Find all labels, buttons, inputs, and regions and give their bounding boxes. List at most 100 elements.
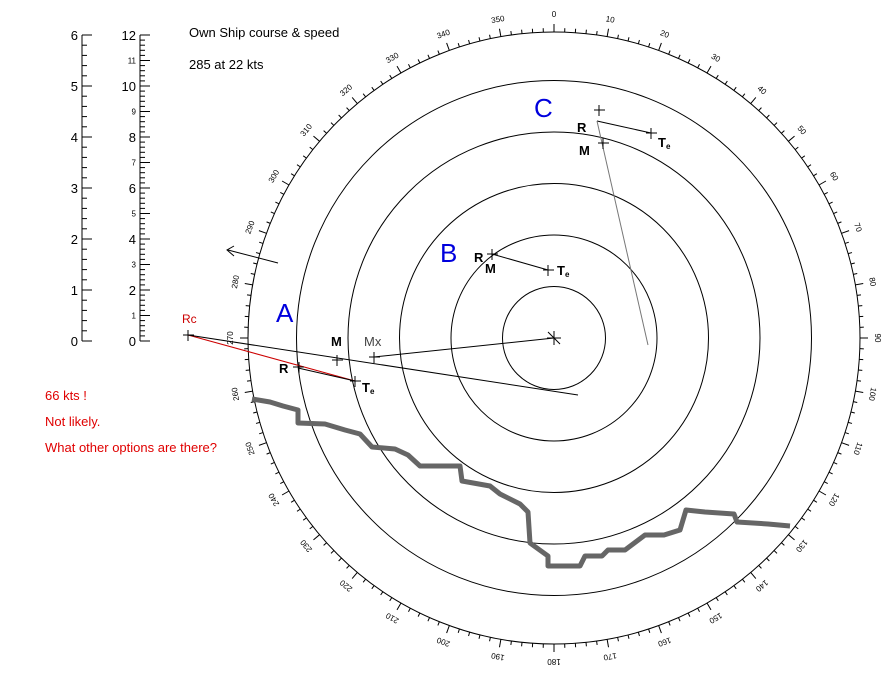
heading-arrowhead: [226, 245, 235, 257]
range-rings: [296, 80, 812, 596]
bearing-tick: [706, 65, 712, 74]
scale-label: 3: [71, 181, 78, 196]
bearing-label: 160: [656, 635, 672, 648]
bearing-tick: [648, 43, 651, 48]
bearing-tick: [828, 201, 833, 205]
scale-label-minor: 5: [132, 210, 137, 219]
bearing-tick: [750, 572, 757, 579]
bearing-tick: [818, 490, 827, 496]
te-line-a: [297, 367, 356, 382]
label-a-mx: Mx: [364, 334, 382, 349]
label-a-te: Te: [362, 380, 375, 396]
bearing-tick: [389, 597, 393, 602]
bearing-tick: [837, 452, 842, 455]
label-c-r: R: [577, 120, 587, 135]
scale-label-minor: 3: [132, 261, 137, 270]
bearing-tick: [478, 634, 481, 639]
bearing-tick: [678, 617, 681, 622]
bearing-label: 70: [852, 222, 864, 234]
bearing-tick: [296, 508, 301, 512]
bearing-tick: [828, 471, 833, 475]
bearing-tick: [351, 572, 358, 579]
bearing-label: 210: [384, 611, 401, 626]
bearing-tick: [807, 508, 812, 512]
bearing-tick: [856, 380, 862, 382]
bearing-tick: [813, 173, 818, 177]
bearing-tick: [818, 180, 827, 186]
bearing-tick: [246, 294, 252, 296]
bearing-tick: [668, 621, 671, 626]
bearing-tick: [478, 37, 481, 42]
bearing-tick: [788, 135, 795, 142]
bearing-tick: [338, 114, 342, 119]
bearing-tick: [855, 282, 864, 286]
bearing-label: 170: [602, 651, 617, 662]
bearing-tick: [259, 241, 264, 244]
range-ring-2: [450, 234, 658, 442]
bearing-tick: [750, 97, 757, 104]
te-line-b: [491, 253, 549, 271]
scale-label: 1: [71, 283, 78, 298]
bearing-label: 330: [384, 50, 401, 65]
bearing-tick: [489, 34, 491, 39]
bearing-label: 300: [267, 168, 282, 185]
scale-label-minor: 11: [128, 57, 137, 66]
bearing-label: 0: [552, 10, 557, 19]
bearing-tick: [733, 86, 737, 91]
bearing-tick: [309, 525, 314, 530]
bearing-tick: [706, 602, 712, 611]
bearing-tick: [323, 130, 327, 134]
note-2: Not likely.: [45, 414, 100, 429]
bearing-tick: [841, 442, 850, 446]
scale-label: 6: [71, 28, 78, 43]
bearing-label: 180: [547, 657, 561, 666]
bearing-tick: [606, 639, 610, 648]
bearing-tick: [794, 146, 799, 151]
bearing-tick: [766, 114, 770, 119]
bearing-tick: [807, 164, 812, 168]
bearing-tick: [813, 499, 818, 503]
bearing-tick: [259, 432, 264, 435]
bearing-tick: [853, 401, 858, 403]
bearing-tick: [446, 625, 450, 634]
bearing-label: 290: [244, 219, 257, 235]
bearing-tick: [290, 173, 295, 177]
bearing-tick: [275, 201, 280, 205]
bearing-tick: [510, 640, 512, 646]
bearing-tick: [330, 550, 335, 554]
scale-label: 2: [129, 283, 136, 298]
bearing-tick: [617, 34, 619, 39]
bearing-tick: [715, 74, 719, 79]
bearing-tick: [715, 597, 719, 602]
bearing-tick: [244, 282, 253, 286]
note-3: What other options are there?: [45, 440, 217, 455]
label-b-te: Te: [557, 263, 570, 279]
range-ring-4: [347, 131, 761, 545]
bearing-tick: [275, 471, 280, 475]
scale-label: 2: [71, 232, 78, 247]
bearing-tick: [833, 462, 838, 465]
bearing-tick: [313, 135, 320, 142]
scale-label-minor: 9: [132, 108, 137, 117]
bearing-tick: [380, 80, 384, 85]
bearing-tick: [302, 155, 307, 159]
course-speed: 285 at 22 kts: [189, 57, 264, 72]
scale-label: 8: [129, 130, 136, 145]
bearing-tick: [330, 122, 335, 126]
bearing-label: 80: [867, 277, 878, 288]
bearing-label: 310: [299, 122, 315, 138]
bearing-tick: [380, 591, 384, 596]
distance-scale-right: 0 2 4 6 8 10 12 1 3 5 7 9 11: [122, 28, 150, 349]
bearing-tick: [427, 54, 430, 59]
motion-line-c: [596, 120, 649, 346]
bearing-tick: [678, 54, 681, 59]
label-b-m: M: [485, 261, 496, 276]
bearing-tick: [427, 617, 430, 622]
center-line: [373, 337, 555, 358]
bearing-tick: [351, 97, 358, 104]
bearing-tick: [338, 557, 342, 562]
bearing-tick: [417, 612, 421, 617]
label-rc: Rc: [182, 312, 197, 326]
bearing-tick: [302, 517, 307, 521]
bearing-label: 240: [266, 491, 281, 508]
